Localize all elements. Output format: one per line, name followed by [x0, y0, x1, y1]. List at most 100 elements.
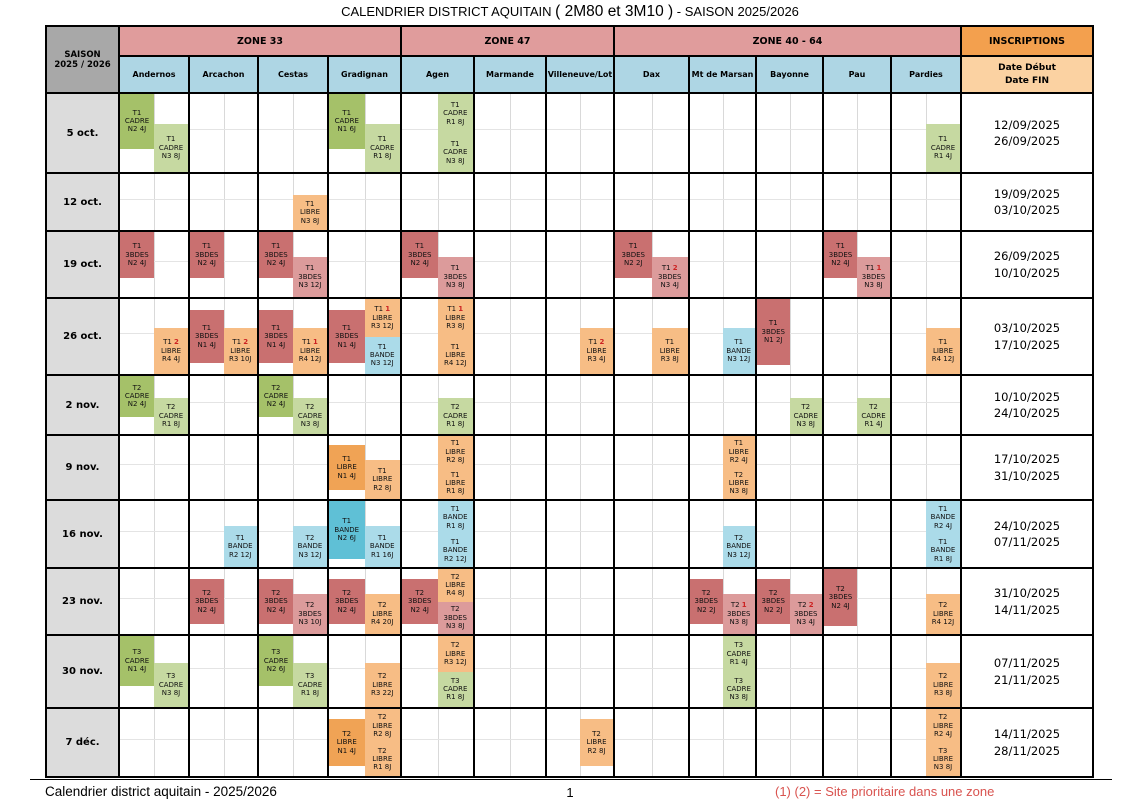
- tournament-block: T2 CADRE N3 8J: [293, 398, 327, 434]
- tournament-block: T2 LIBRE R3 12J: [437, 636, 473, 672]
- calendar-cell: [757, 436, 824, 499]
- tournament-block: T1 3BDES N2 4J: [190, 232, 224, 278]
- calendar-cell: T2 CADRE R1 4J: [824, 376, 892, 434]
- footer-legend: (1) (2) = Site prioritaire dans une zone: [775, 784, 995, 799]
- calendar-cell: T2 CADRE N2 4J T2 CADRE R1 8J: [120, 376, 190, 434]
- tournament-block: T2 3BDES N2 4J: [190, 578, 224, 625]
- tournament-block: T1 1 LIBRE R3 12J: [364, 299, 400, 337]
- tournament-block: T3 LIBRE N3 8J: [926, 742, 960, 776]
- tournament-block: T2 2 3BDES N3 4J: [789, 593, 822, 634]
- calendar-cell: T2 3BDES N2 2J T2 1 3BDES N3 8J: [690, 569, 757, 634]
- row-label: 7 déc.: [47, 709, 120, 776]
- calendar-cell: T2 CADRE R1 8J: [402, 376, 475, 434]
- tournament-block: T3 CADRE N1 4J: [120, 636, 154, 686]
- calendar-cell: T1 3BDES N2 4J T1 1 3BDES N3 8J: [824, 232, 892, 297]
- row-label: 2 nov.: [47, 376, 120, 434]
- city-header: Arcachon: [190, 57, 259, 92]
- calendar-cell: [824, 299, 892, 374]
- tournament-block: T1 3BDES N1 2J: [757, 299, 790, 365]
- calendar-cell: T2 3BDES N2 4J: [190, 569, 259, 634]
- tournament-block: T2 3BDES N2 2J: [690, 578, 723, 625]
- tournament-block: T1 LIBRE R1 8J: [437, 467, 473, 499]
- calendar-cell: [475, 501, 547, 567]
- tournament-block: T1 CADRE N2 4J: [120, 94, 154, 149]
- city-header: Cestas: [259, 57, 329, 92]
- inscription-dates: 12/09/2025 26/09/2025: [962, 94, 1092, 172]
- calendar-cell: T1 BANDE N3 12J: [690, 299, 757, 374]
- tournament-block: T1 BANDE N3 12J: [722, 327, 755, 374]
- tournament-block: T2 3BDES N2 4J: [824, 569, 857, 627]
- date-fin: 10/10/2025: [993, 265, 1061, 280]
- calendar-cell: [547, 174, 615, 230]
- calendar-table: SAISON 2025 / 2026 ZONE 33 ZONE 47 ZONE 40…: [45, 25, 1094, 778]
- tournament-block: T2 3BDES N2 4J: [259, 578, 293, 625]
- calendar-cell: T2 3BDES N2 4J: [824, 569, 892, 634]
- calendar-cell: T1 LIBRE R3 8J: [615, 299, 690, 374]
- tournament-block: T2 LIBRE R1 8J: [364, 742, 400, 776]
- calendar-cell: T1 CADRE R1 4J: [892, 94, 962, 172]
- calendar-cell: [615, 569, 690, 634]
- calendar-cell: T2 LIBRE R4 12J: [892, 569, 962, 634]
- row-label: 16 nov.: [47, 501, 120, 567]
- date-fin: 21/11/2025: [993, 672, 1061, 687]
- calendar-cell: T2 LIBRE R2 4J T3 LIBRE N3 8J: [892, 709, 962, 776]
- tournament-block: T1 3BDES N3 8J: [437, 256, 473, 297]
- tournament-block: T1 3BDES N2 4J: [824, 232, 857, 278]
- zone-header: ZONE 47: [402, 27, 615, 57]
- calendar-cell: [757, 174, 824, 230]
- calendar-cell: T1 3BDES N1 4J T1 1 LIBRE R3 12J T1 BANDE N3 12J: [329, 299, 402, 374]
- tournament-block: T1 LIBRE R3 8J: [651, 327, 688, 374]
- calendar-cell: T2 3BDES N2 4J T2 LIBRE R4 8J T2 3BDES N3 8J: [402, 569, 475, 634]
- calendar-row: 2 nov. T2 CADRE N2 4J T2 CADRE R1 8J T2 CADRE N2 …: [47, 376, 1092, 436]
- tournament-block: T1 BANDE R1 8J: [437, 501, 473, 534]
- calendar-cell: T3 CADRE N1 4J T3 CADRE N3 8J: [120, 636, 190, 707]
- calendar-cell: [190, 709, 259, 776]
- table-body: 5 oct. T1 CADRE N2 4J T1 CADRE N3 8J T1 CADRE N1 …: [47, 94, 1092, 776]
- tournament-block: T2 3BDES N2 4J: [402, 578, 438, 625]
- calendar-row: 5 oct. T1 CADRE N2 4J T1 CADRE N3 8J T1 CADRE N1 …: [47, 94, 1092, 174]
- calendar-cell: T1 3BDES N2 4J T1 3BDES N3 12J: [259, 232, 329, 297]
- tournament-block: T2 CADRE R1 8J: [437, 398, 473, 434]
- tournament-block: T1 3BDES N2 4J: [120, 232, 154, 278]
- footer-title: Calendrier district aquitain - 2025/2026: [45, 784, 277, 799]
- calendar-cell: T1 BANDE R2 4J T1 BANDE R1 8J: [892, 501, 962, 567]
- calendar-row: 7 déc. T2 LIBRE N1 4J T2 LIBRE R2 8J T2 LIBRE R1 …: [47, 709, 1092, 776]
- tournament-block: T1 LIBRE R4 12J: [926, 327, 960, 374]
- zones-row: ZONE 33 ZONE 47 ZONE 40 - 64: [120, 27, 962, 57]
- inscription-dates: 14/11/2025 28/11/2025: [962, 709, 1092, 776]
- tournament-block: T2 LIBRE R4 8J: [437, 569, 473, 602]
- calendar-cell: T1 3BDES N2 4J T1 3BDES N3 8J: [402, 232, 475, 297]
- tournament-block: T1 LIBRE N1 4J: [329, 445, 365, 490]
- tournament-block: T1 3BDES N3 12J: [293, 256, 327, 297]
- tournament-block: T2 CADRE R1 4J: [857, 398, 890, 434]
- calendar-cell: [615, 436, 690, 499]
- calendar-cell: [824, 174, 892, 230]
- footer-divider: [30, 779, 1112, 780]
- calendar-row: 23 nov. T2 3BDES N2 4J T2 3BDES N2 4J T2 3BDES N3…: [47, 569, 1092, 636]
- calendar-cell: [475, 376, 547, 434]
- calendar-cell: [757, 636, 824, 707]
- calendar-cell: [259, 436, 329, 499]
- date-debut: 14/11/2025: [993, 727, 1061, 742]
- calendar-cell: [402, 174, 475, 230]
- inscription-dates: 19/09/2025 03/10/2025: [962, 174, 1092, 230]
- tournament-block: T1 BANDE N2 6J: [329, 501, 365, 560]
- calendar-cell: T1 CADRE N2 4J T1 CADRE N3 8J: [120, 94, 190, 172]
- calendar-cell: T1 BANDE R1 8J T1 BANDE R2 12J: [402, 501, 475, 567]
- calendar-cell: T1 3BDES N2 2J T1 2 3BDES N3 4J: [615, 232, 690, 297]
- calendar-cell: T1 LIBRE R2 4J T2 LIBRE N3 8J: [690, 436, 757, 499]
- calendar-cell: T1 3BDES N1 2J: [757, 299, 824, 374]
- tournament-block: T3 CADRE R1 4J: [722, 636, 755, 672]
- tournament-block: T1 CADRE N1 6J: [329, 94, 365, 149]
- calendar-cell: [120, 174, 190, 230]
- table-header: SAISON 2025 / 2026 ZONE 33 ZONE 47 ZONE 40…: [47, 27, 1092, 94]
- calendar-cell: [475, 94, 547, 172]
- tournament-block: T1 LIBRE R2 4J: [722, 436, 755, 468]
- calendar-cell: [120, 436, 190, 499]
- calendar-cell: [190, 94, 259, 172]
- calendar-cell: [824, 94, 892, 172]
- inscription-dates: 07/11/2025 21/11/2025: [962, 636, 1092, 707]
- row-label: 30 nov.: [47, 636, 120, 707]
- calendar-cell: [615, 174, 690, 230]
- tournament-block: T1 1 LIBRE R4 12J: [293, 327, 327, 374]
